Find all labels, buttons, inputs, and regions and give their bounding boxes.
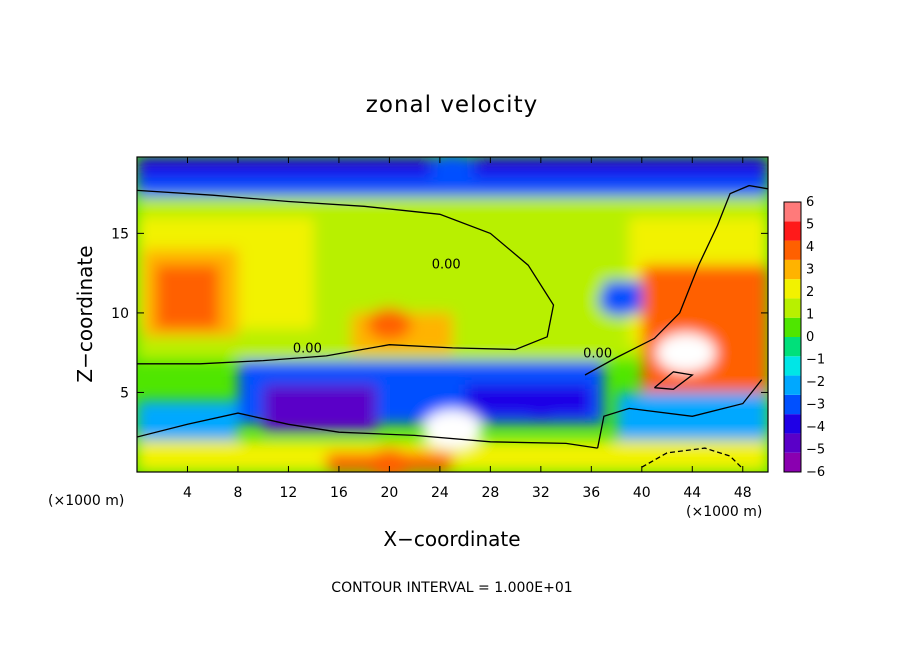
- x-tick-label: 24: [431, 485, 449, 501]
- colorbar-label: −4: [806, 420, 825, 435]
- colorbar: 6 5 4 3 2 1 0 −1 −2 −3 −4 −5 −6: [783, 195, 825, 480]
- colorbar-segment: [784, 259, 801, 280]
- x-tick-label: 48: [734, 485, 752, 501]
- contour-label: 0.00: [432, 257, 461, 272]
- chart-title: zonal velocity: [366, 92, 538, 118]
- colorbar-label: 1: [806, 308, 814, 323]
- colorbar-segment: [784, 452, 801, 472]
- colorbar-frame: [783, 201, 802, 473]
- x-tick-label: 44: [683, 485, 701, 501]
- colorbar-label: 6: [806, 195, 814, 210]
- x-end-unit-label: (×1000 m): [686, 504, 762, 520]
- colorbar-label: −2: [806, 375, 825, 390]
- z-axis-label: Z−coordinate: [73, 245, 97, 382]
- field-feature-3: [422, 409, 483, 450]
- colorbar-label: −5: [806, 443, 825, 458]
- contour-upper: [137, 189, 555, 365]
- x-tick-label: 36: [582, 485, 600, 501]
- field-feature-0: [168, 281, 213, 313]
- field-feature-4: [598, 284, 643, 317]
- colorbar-label: −3: [806, 398, 825, 413]
- contour-label: 0.00: [293, 342, 322, 357]
- x-tick-label: 4: [183, 485, 192, 501]
- colorbar-label: 2: [806, 285, 814, 300]
- colorbar-segment: [784, 221, 801, 241]
- x-tick-label: 32: [532, 485, 550, 501]
- z-tick-label: 10: [111, 306, 129, 322]
- x-tick-label: 40: [633, 485, 651, 501]
- plot-frame: [136, 156, 769, 473]
- x-origin-unit-label: (×1000 m): [48, 493, 124, 509]
- colorbar-label: 0: [806, 330, 814, 345]
- x-axis-ticks: 4 8 12 16 20 24 28 32 36 40 44 48: [183, 157, 752, 501]
- colorbar-segment: [784, 298, 801, 318]
- colorbar-label: 4: [806, 240, 814, 255]
- contour-inner-loop: [653, 371, 694, 390]
- colorbar-segment: [784, 375, 801, 395]
- field-feature-7: [430, 157, 475, 186]
- colorbar-label: −1: [806, 353, 825, 368]
- z-axis-ticks: 5 10 15: [111, 226, 768, 401]
- contour-lines: 0.00 0.00 0.00: [137, 184, 768, 470]
- contour-label: 0.00: [583, 346, 612, 361]
- x-tick-label: 12: [280, 485, 298, 501]
- colorbar-segment: [784, 414, 801, 434]
- z-tick-label: 5: [120, 385, 129, 401]
- colorbar-segment: [784, 337, 801, 357]
- field-feature-6: [518, 387, 563, 420]
- colorbar-label: 5: [806, 218, 814, 233]
- x-tick-label: 20: [380, 485, 398, 501]
- field-feature-2: [655, 332, 716, 373]
- x-tick-label: 16: [330, 485, 348, 501]
- field-feature-5: [291, 392, 336, 425]
- field-region: [641, 265, 768, 393]
- contour-lower-right: [596, 379, 763, 449]
- colorbar-segment: [784, 317, 801, 337]
- colorbar-segment: [784, 202, 801, 222]
- colorbar-segment: [784, 394, 801, 415]
- field-blobs: [137, 157, 768, 472]
- contour-lower: [137, 412, 598, 449]
- contour-interval-note: CONTOUR INTERVAL = 1.000E+01: [331, 580, 572, 596]
- colorbar-segment: [784, 240, 801, 260]
- colorbar-segment: [784, 433, 801, 453]
- colorbar-label: −6: [806, 465, 825, 480]
- colorbar-label: 3: [806, 263, 814, 278]
- x-axis-label: X−coordinate: [383, 527, 520, 551]
- colorbar-segment: [784, 279, 801, 299]
- field-feature-8: [367, 448, 412, 472]
- velocity-field: [137, 157, 768, 472]
- x-tick-label: 28: [481, 485, 499, 501]
- contour-right: [584, 184, 768, 376]
- field-feature-1: [367, 308, 412, 341]
- contour-dashed: [641, 447, 744, 470]
- z-tick-label: 15: [111, 226, 129, 242]
- field-region: [137, 400, 238, 441]
- x-tick-label: 8: [233, 485, 242, 501]
- colorbar-segment: [784, 356, 801, 376]
